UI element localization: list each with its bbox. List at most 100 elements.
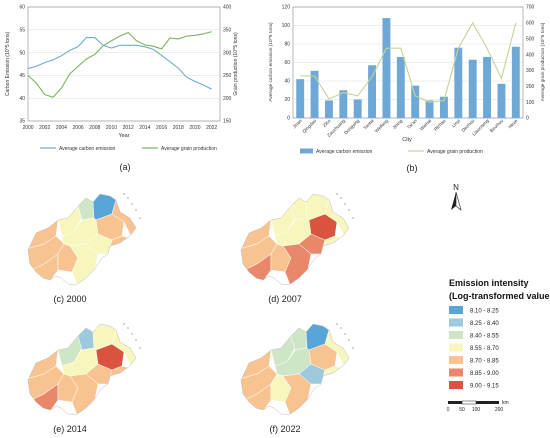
- emission-legend: Emission intensity (Log-transformed valu…: [449, 278, 550, 390]
- choropleth-map: [240, 193, 354, 286]
- province-outline: [27, 193, 137, 286]
- x-tick-label: Weihai: [419, 118, 432, 131]
- bar-zibo: [324, 100, 333, 118]
- legend-range-label: 8.85 - 9.00: [470, 371, 499, 377]
- y-tick-label-left: 80: [284, 42, 290, 48]
- bar-binzhou: [497, 83, 506, 118]
- series-line-grain-production: [27, 31, 212, 98]
- y-tick-label-left: 60: [284, 60, 290, 66]
- legend: Average carbon emission Average grain pr…: [300, 148, 483, 155]
- legend-range-label: 8.25 - 8.40: [470, 321, 499, 327]
- scale-bar: 0 50 100 200 km: [447, 400, 509, 413]
- y-tick-label-left: 40: [284, 79, 290, 85]
- y-tick-label-left: 35: [19, 119, 25, 125]
- legend-swatch-carbon: [300, 148, 313, 154]
- y-tick-label-left: 55: [19, 28, 25, 34]
- island: [131, 203, 133, 205]
- province-outline: [240, 323, 350, 416]
- x-tick-label: 2006: [73, 125, 84, 131]
- legend-swatch: [449, 318, 463, 327]
- y-tick-label-right: 500: [526, 36, 535, 42]
- legend-range-label: 9.00 - 9.15: [470, 384, 499, 390]
- bar-yantai: [368, 65, 377, 118]
- legend-range-label: 8.10 - 8.25: [470, 309, 499, 315]
- map-label-2007: (d) 2007: [268, 294, 302, 304]
- island: [344, 333, 346, 335]
- plot-frame: [292, 6, 524, 119]
- bar-heze: [511, 46, 520, 118]
- x-tick-label: 2012: [123, 125, 134, 131]
- north-arrow-left-half: [451, 192, 456, 210]
- y-tick-label-left: 0: [287, 116, 290, 122]
- legend: Average carbon emission Average grain pr…: [40, 146, 217, 152]
- map-label-2000: (c) 2000: [53, 294, 86, 304]
- legend-range-label: 8.70 - 8.85: [470, 359, 499, 365]
- island: [127, 197, 129, 199]
- y-tick-label-left: 50: [19, 50, 25, 56]
- island: [336, 323, 338, 325]
- x-tick-label: 2020: [189, 125, 200, 131]
- province-outline: [240, 193, 350, 286]
- x-axis-label: City: [402, 137, 412, 143]
- x-tick-label: 2010: [106, 125, 117, 131]
- panel-label-a: (a): [120, 162, 131, 172]
- x-tick-label: Jinan: [292, 118, 304, 130]
- bar-dongying: [353, 99, 362, 118]
- legend-swatch: [449, 343, 463, 352]
- y-tick-label-right: 350: [223, 28, 232, 34]
- y-axis-label-left: Average carbon emission (10^5 tons): [268, 22, 274, 102]
- bar-chart-panel: 0 20 40 60 80 100 120 0 100 200 300 400 500 600 700 J…: [268, 5, 546, 173]
- y-tick-label-right: 400: [526, 52, 535, 58]
- legend-entry-grain: Average grain production: [427, 149, 483, 155]
- bar-liaocheng: [483, 56, 492, 118]
- north-label: N: [453, 183, 459, 192]
- island: [135, 209, 137, 211]
- bar-rizhao: [439, 96, 448, 118]
- scale-tick-label: 100: [472, 407, 481, 413]
- legend-swatch: [449, 306, 463, 314]
- x-tick-label: Rizhao: [433, 118, 447, 132]
- legend-swatch: [449, 368, 463, 377]
- scale-tick-label: 0: [447, 407, 450, 413]
- plot-frame: [27, 6, 221, 122]
- x-tick-label: Tai'an: [406, 118, 418, 130]
- y-axis-label-right: Grain production (10^5 tons): [233, 32, 239, 96]
- legend-entry-carbon: Average carbon emission: [316, 149, 373, 155]
- island: [348, 339, 350, 341]
- y-tick-label-right: 200: [223, 96, 232, 102]
- y-tick-label-right: 100: [526, 100, 535, 106]
- x-tick-label: Yantai: [362, 118, 375, 131]
- legend-swatch: [449, 381, 463, 389]
- y-tick-label-right: 200: [526, 84, 535, 90]
- y-tick-label-right: 250: [223, 73, 232, 79]
- bar-weihai: [425, 100, 434, 118]
- map-label-2022: (f) 2022: [269, 424, 300, 434]
- y-tick-label-left: 120: [282, 5, 291, 11]
- north-arrow: N: [451, 183, 462, 211]
- scale-tick-label: 50: [459, 407, 465, 413]
- x-tick-label: Binzhou: [489, 118, 505, 134]
- scale-segment: [476, 401, 499, 404]
- legend-swatch: [449, 356, 463, 364]
- x-tick-label: Zibo: [322, 118, 332, 128]
- bar-zaozhuang: [339, 90, 348, 118]
- y-tick-label-right: 700: [526, 5, 535, 11]
- island: [135, 339, 137, 341]
- island: [139, 347, 141, 349]
- x-axis-label: Year: [118, 133, 129, 139]
- scale-segment: [448, 401, 462, 404]
- scale-unit: km: [502, 400, 509, 406]
- legend-title: Emission intensity: [449, 278, 529, 288]
- province-outline: [27, 323, 137, 416]
- island: [336, 193, 338, 195]
- x-tick-label: 2014: [139, 125, 150, 131]
- legend-subtitle: (Log-transformed values): [449, 291, 550, 301]
- x-tick-label: 2022: [206, 125, 217, 131]
- x-tick-label: 2018: [173, 125, 184, 131]
- y-tick-label-right: 400: [223, 5, 232, 11]
- island: [131, 333, 133, 335]
- choropleth-map: [27, 193, 141, 286]
- island: [139, 217, 141, 219]
- y-axis-label-left: Carbon Emission (10^5 tons): [5, 32, 11, 97]
